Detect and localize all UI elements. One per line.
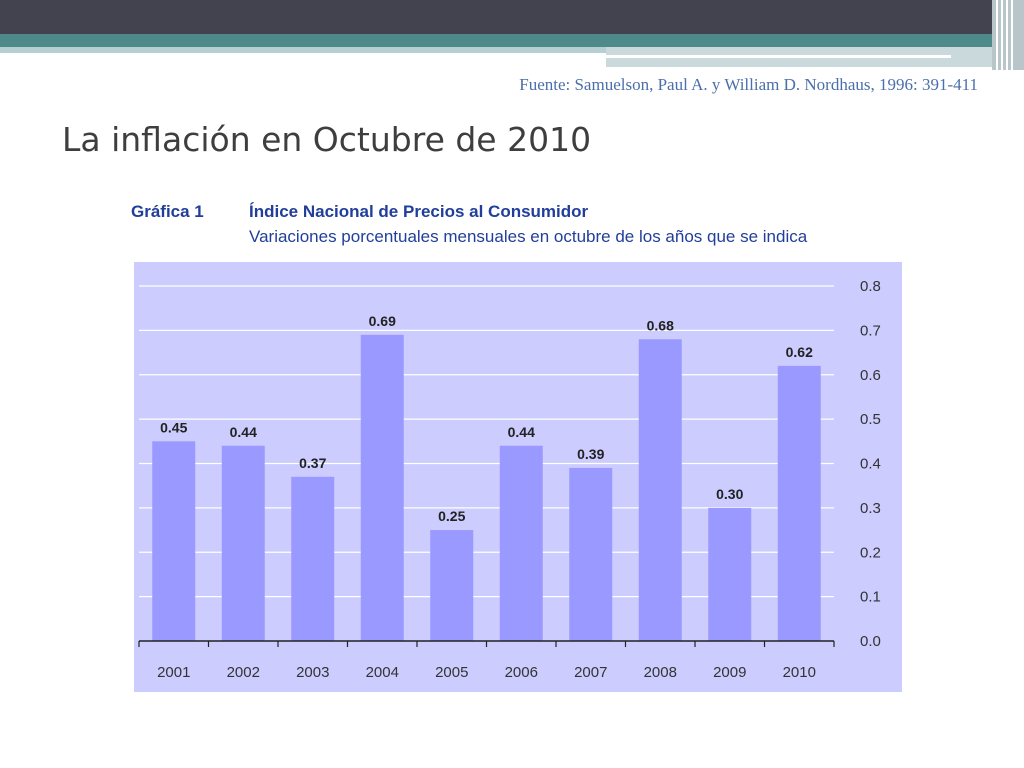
x-tick-label: 2006 [505, 664, 538, 681]
y-tick-label: 0.8 [860, 278, 881, 295]
x-tick-label: 2003 [296, 664, 329, 681]
bar-value-label: 0.69 [369, 313, 396, 329]
x-tick-label: 2008 [644, 664, 677, 681]
source-citation: Fuente: Samuelson, Paul A. y William D. … [519, 75, 978, 94]
x-tick-label: 2002 [227, 664, 260, 681]
y-tick-label: 0.7 [860, 322, 881, 339]
bar-value-label: 0.25 [438, 508, 465, 524]
y-tick-label: 0.0 [860, 633, 881, 650]
bar-value-label: 0.44 [508, 424, 535, 440]
bar-value-label: 0.39 [577, 446, 604, 462]
bar [708, 507, 752, 641]
y-tick-label: 0.4 [860, 456, 881, 473]
y-tick-label: 0.3 [860, 500, 881, 517]
chart-title: Índice Nacional de Precios al Consumidor [249, 202, 589, 221]
bar [777, 365, 821, 641]
y-tick-label: 0.1 [860, 589, 881, 606]
chart-number-label: Gráfica 1 [131, 202, 204, 221]
header-band-teal [0, 34, 1024, 47]
bar-value-label: 0.62 [786, 344, 813, 360]
header-band-dark [0, 0, 1024, 34]
slide-title: La inflación en Octubre de 2010 [62, 120, 592, 159]
x-tick-label: 2010 [783, 664, 816, 681]
bar [638, 339, 682, 641]
x-tick-label: 2009 [713, 664, 746, 681]
bar-value-label: 0.68 [647, 317, 674, 333]
bar-value-label: 0.45 [160, 419, 187, 435]
y-tick-label: 0.2 [860, 544, 881, 561]
chart-subtitle: Variaciones porcentuales mensuales en oc… [249, 227, 808, 246]
x-tick-label: 2001 [157, 664, 190, 681]
bar [430, 530, 474, 641]
bar-value-label: 0.30 [716, 486, 743, 502]
bar-value-label: 0.37 [299, 455, 326, 471]
header-white-line [606, 55, 951, 58]
x-tick-label: 2004 [366, 664, 399, 681]
header-band-light-left [0, 47, 606, 53]
y-tick-label: 0.6 [860, 367, 881, 384]
x-tick-label: 2007 [574, 664, 607, 681]
y-tick-label: 0.5 [860, 411, 881, 428]
bar [221, 445, 265, 641]
bar [152, 441, 196, 641]
bar [499, 445, 543, 641]
bar [291, 476, 335, 641]
header-corner-lines [992, 0, 1024, 70]
x-tick-label: 2005 [435, 664, 468, 681]
bar [569, 467, 613, 641]
bar-value-label: 0.44 [230, 424, 257, 440]
bar [360, 334, 404, 641]
